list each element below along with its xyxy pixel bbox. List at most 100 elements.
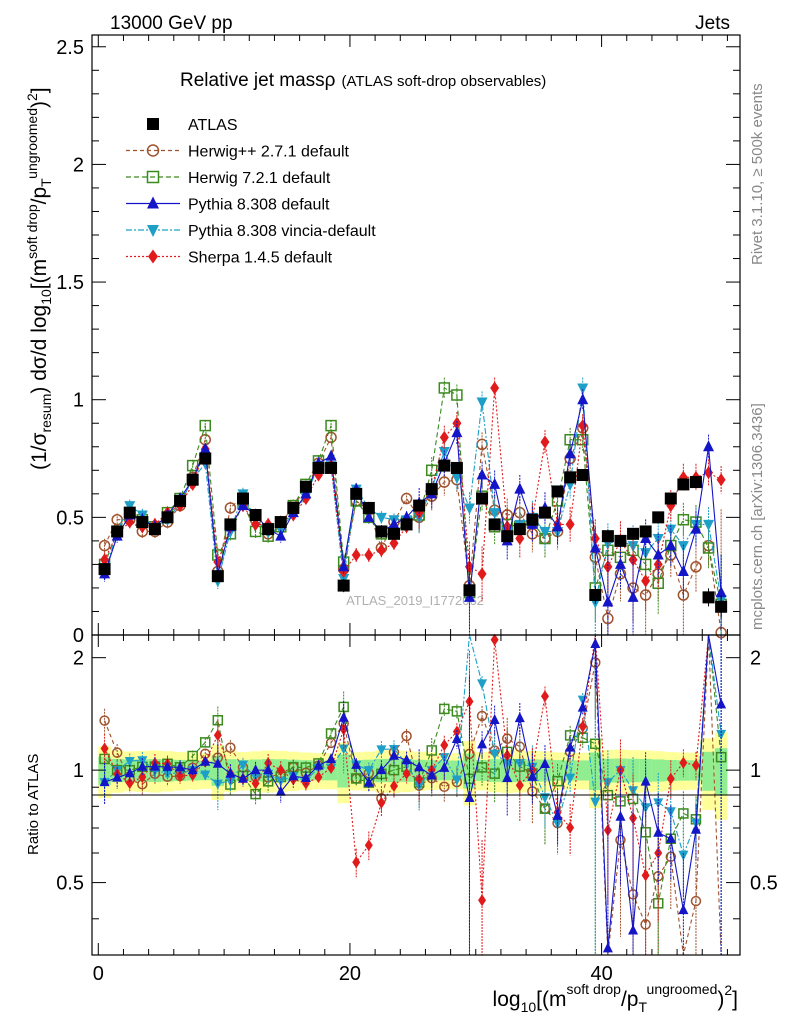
legend-label-sherpa: Sherpa 1.4.5 default xyxy=(188,250,333,267)
ratio-point-pythia-8 xyxy=(200,755,211,766)
ratio-point-sherpa-14 xyxy=(276,764,285,777)
ratio-tick-label-right-0: 0.5 xyxy=(750,873,778,895)
ratio-point-vincia-37 xyxy=(565,773,576,784)
point-vincia-27 xyxy=(438,446,450,458)
legend-marker-vincia xyxy=(147,225,159,237)
point-atlas-0 xyxy=(98,563,111,576)
ratio-point-pythia-49 xyxy=(716,698,727,709)
ratio-point-herwig7-31 xyxy=(489,768,500,779)
ratio-line-herwig7 xyxy=(104,634,722,904)
band-stat-38 xyxy=(576,760,590,781)
ratio-point-pythia-22 xyxy=(376,764,387,775)
ratio-point-herwig7-26 xyxy=(426,745,437,756)
ratio-point-vincia-30 xyxy=(477,679,488,690)
point-atlas-26 xyxy=(425,483,438,496)
ratio-point-pythia-9 xyxy=(212,757,223,768)
ratio-point-herwig7-27 xyxy=(439,703,450,715)
ratio-point-sherpa-0 xyxy=(100,742,109,755)
point-atlas-6 xyxy=(174,494,187,507)
line-herwigpp xyxy=(104,427,722,633)
ratio-line-vincia xyxy=(104,634,722,857)
point-atlas-36 xyxy=(551,485,564,498)
ratio-point-vincia-39 xyxy=(590,797,601,808)
x-tick-label-0: 0 xyxy=(93,963,104,985)
ratio-tick-label-left-2: 2 xyxy=(73,648,84,670)
legend-label-atlas: ATLAS xyxy=(188,117,238,134)
point-herwig7-27 xyxy=(438,382,451,394)
point-atlas-29 xyxy=(463,584,476,597)
point-atlas-19 xyxy=(337,579,350,592)
band-stat-48 xyxy=(702,751,715,791)
point-pythia-44 xyxy=(652,548,664,560)
ratio-point-pythia-21 xyxy=(363,776,374,787)
point-pythia-47 xyxy=(690,522,702,534)
ratio-point-herwigpp-0 xyxy=(99,715,110,726)
point-atlas-44 xyxy=(652,511,665,524)
ratio-point-pythia-32 xyxy=(502,772,513,783)
point-pythia-33 xyxy=(514,482,526,494)
legend-marker-pythia xyxy=(147,196,159,209)
ratio-point-vincia-11 xyxy=(237,760,248,771)
point-atlas-33 xyxy=(513,523,526,536)
legend-label-vincia: Pythia 8.308 vincia-default xyxy=(188,223,376,240)
ratio-point-pythia-13 xyxy=(263,764,274,775)
point-herwig7-18 xyxy=(325,419,337,432)
point-pythia-42 xyxy=(627,590,639,602)
ratio-point-pythia-28 xyxy=(451,733,462,744)
ratio-point-sherpa-45 xyxy=(666,772,675,785)
ratio-point-herwig7-7 xyxy=(187,750,198,762)
ratio-point-pythia-47 xyxy=(690,823,701,834)
point-vincia-22 xyxy=(375,512,387,524)
ratio-point-vincia-36 xyxy=(552,819,563,830)
point-atlas-28 xyxy=(450,461,463,474)
point-atlas-9 xyxy=(211,570,224,583)
x-tick-label-1: 20 xyxy=(339,963,361,985)
point-vincia-29 xyxy=(463,503,475,515)
point-herwig7-28 xyxy=(451,389,463,401)
band-stat-44 xyxy=(651,759,665,782)
point-pythia-21 xyxy=(363,510,375,522)
ratio-point-pythia-36 xyxy=(552,809,563,820)
point-sherpa-20 xyxy=(351,548,361,562)
ratio-point-pythia-30 xyxy=(477,738,488,749)
point-herwig7-38 xyxy=(576,433,589,446)
chart-title-main: Relative jet massρ xyxy=(180,70,336,91)
ratio-tick-label-left-0: 0.5 xyxy=(56,873,84,895)
ratio-point-pythia-7 xyxy=(187,764,198,775)
point-sherpa-49 xyxy=(716,473,726,487)
point-pythia-16 xyxy=(300,487,312,499)
point-herwigpp-27 xyxy=(438,476,451,488)
ratio-point-pythia-17 xyxy=(313,759,324,770)
point-atlas-37 xyxy=(564,471,577,484)
point-atlas-21 xyxy=(362,501,375,514)
ratio-point-pythia-38 xyxy=(577,701,588,712)
point-atlas-7 xyxy=(186,473,199,486)
ratio-point-herwig7-46 xyxy=(678,808,689,819)
ratio-point-sherpa-2 xyxy=(125,777,134,790)
ratio-point-pythia-12 xyxy=(250,764,261,775)
point-herwigpp-47 xyxy=(690,561,702,573)
point-sherpa-21 xyxy=(364,548,374,562)
point-atlas-38 xyxy=(576,469,589,481)
y-tick-label-4: 2 xyxy=(73,154,84,176)
point-pythia-36 xyxy=(552,520,564,532)
y-tick-label-1: 0.5 xyxy=(56,507,84,529)
process-label: Jets xyxy=(695,13,730,34)
point-atlas-14 xyxy=(274,516,287,529)
ratio-point-pythia-14 xyxy=(275,785,286,796)
rivet-label: Rivet 3.1.10, ≥ 500k events xyxy=(749,83,766,265)
ratio-point-sherpa-20 xyxy=(352,856,361,869)
point-atlas-43 xyxy=(639,525,652,538)
point-atlas-10 xyxy=(224,518,237,531)
point-pythia-41 xyxy=(614,557,626,569)
ratio-point-sherpa-44 xyxy=(654,847,663,860)
ratio-point-vincia-35 xyxy=(539,793,550,804)
point-atlas-16 xyxy=(299,480,312,493)
ratio-point-sherpa-21 xyxy=(364,839,373,852)
point-atlas-27 xyxy=(438,459,451,472)
band-stat-39 xyxy=(589,752,602,790)
ratio-point-sherpa-3 xyxy=(138,771,147,784)
point-pythia-39 xyxy=(589,541,601,553)
ratio-point-vincia-19 xyxy=(338,744,349,755)
